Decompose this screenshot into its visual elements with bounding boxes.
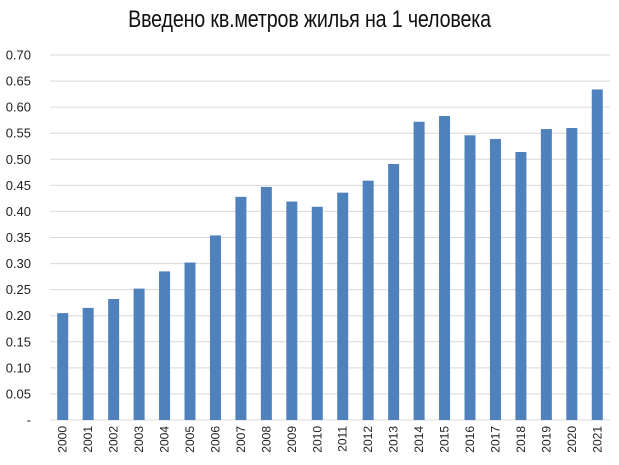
bar-2015 <box>439 116 451 420</box>
y-tick-label: 0.15 <box>6 334 31 349</box>
bar-2004 <box>159 271 171 420</box>
x-tick-label: 2011 <box>336 426 350 452</box>
bar-2017 <box>489 138 501 420</box>
x-tick-label: 2020 <box>565 426 579 453</box>
bar-2002 <box>108 299 120 420</box>
bar-2006 <box>209 235 221 420</box>
bar-2013 <box>388 163 400 420</box>
x-axis-ticks: 2000 2001 2002 2003 2004 2005 2006 2007 2008 2009… <box>56 426 605 453</box>
chart-title: Введено кв.метров жилья на 1 человека <box>128 6 491 33</box>
bar-2001 <box>82 307 94 420</box>
x-tick-label: 2014 <box>412 426 426 453</box>
bar-2020 <box>566 128 578 420</box>
x-tick-label: 2005 <box>183 426 197 453</box>
y-tick-label: 0.30 <box>6 256 31 271</box>
bars <box>57 89 603 421</box>
x-tick-label: 2010 <box>310 426 324 453</box>
bar-2003 <box>133 288 145 420</box>
x-tick-label: 2017 <box>488 426 502 453</box>
x-tick-label: 2002 <box>107 426 121 453</box>
x-tick-label: 2019 <box>539 426 553 453</box>
x-tick-label: 2007 <box>234 426 248 453</box>
bar-2000 <box>57 313 69 420</box>
y-tick-label: 0.40 <box>6 204 31 219</box>
bar-2012 <box>362 180 374 420</box>
bar-2005 <box>184 262 196 420</box>
y-axis-ticks: - 0.05 0.10 0.15 0.20 0.25 0.30 0.35 0.40 0.45 0.5… <box>6 48 31 428</box>
bar-2009 <box>286 201 298 420</box>
bar-2010 <box>311 206 323 420</box>
y-tick-label: 0.70 <box>6 48 31 63</box>
x-tick-label: 2012 <box>361 426 375 453</box>
x-tick-label: 2009 <box>285 426 299 453</box>
y-tick-label: 0.35 <box>6 230 31 245</box>
bar-2019 <box>540 129 552 421</box>
y-tick-label: 0.10 <box>6 360 31 375</box>
y-tick-label: 0.55 <box>6 126 31 141</box>
bar-2008 <box>260 186 272 420</box>
bar-2014 <box>413 121 425 420</box>
y-tick-label: - <box>27 413 31 428</box>
y-tick-label: 0.20 <box>6 308 31 323</box>
x-tick-label: 2018 <box>514 426 528 453</box>
y-tick-label: 0.05 <box>6 386 31 401</box>
bar-2021 <box>591 89 603 421</box>
bar-2018 <box>515 151 527 420</box>
y-tick-label: 0.50 <box>6 152 31 167</box>
x-tick-label: 2016 <box>463 426 477 453</box>
y-tick-label: 0.25 <box>6 282 31 297</box>
y-tick-label: 0.45 <box>6 178 31 193</box>
x-tick-label: 2008 <box>259 426 273 453</box>
x-tick-label: 2003 <box>132 426 146 453</box>
x-tick-label: 2001 <box>81 426 95 453</box>
x-tick-label: 2015 <box>438 426 452 453</box>
bar-2016 <box>464 135 476 421</box>
bar-2007 <box>235 196 247 420</box>
x-tick-label: 2004 <box>158 426 172 453</box>
y-tick-label: 0.65 <box>6 74 31 89</box>
y-tick-label: 0.60 <box>6 100 31 115</box>
x-tick-label: 2006 <box>208 426 222 453</box>
x-tick-label: 2000 <box>56 426 70 453</box>
bar-2011 <box>337 192 349 420</box>
x-tick-label: 2013 <box>387 426 401 453</box>
x-tick-label: 2021 <box>590 426 604 453</box>
